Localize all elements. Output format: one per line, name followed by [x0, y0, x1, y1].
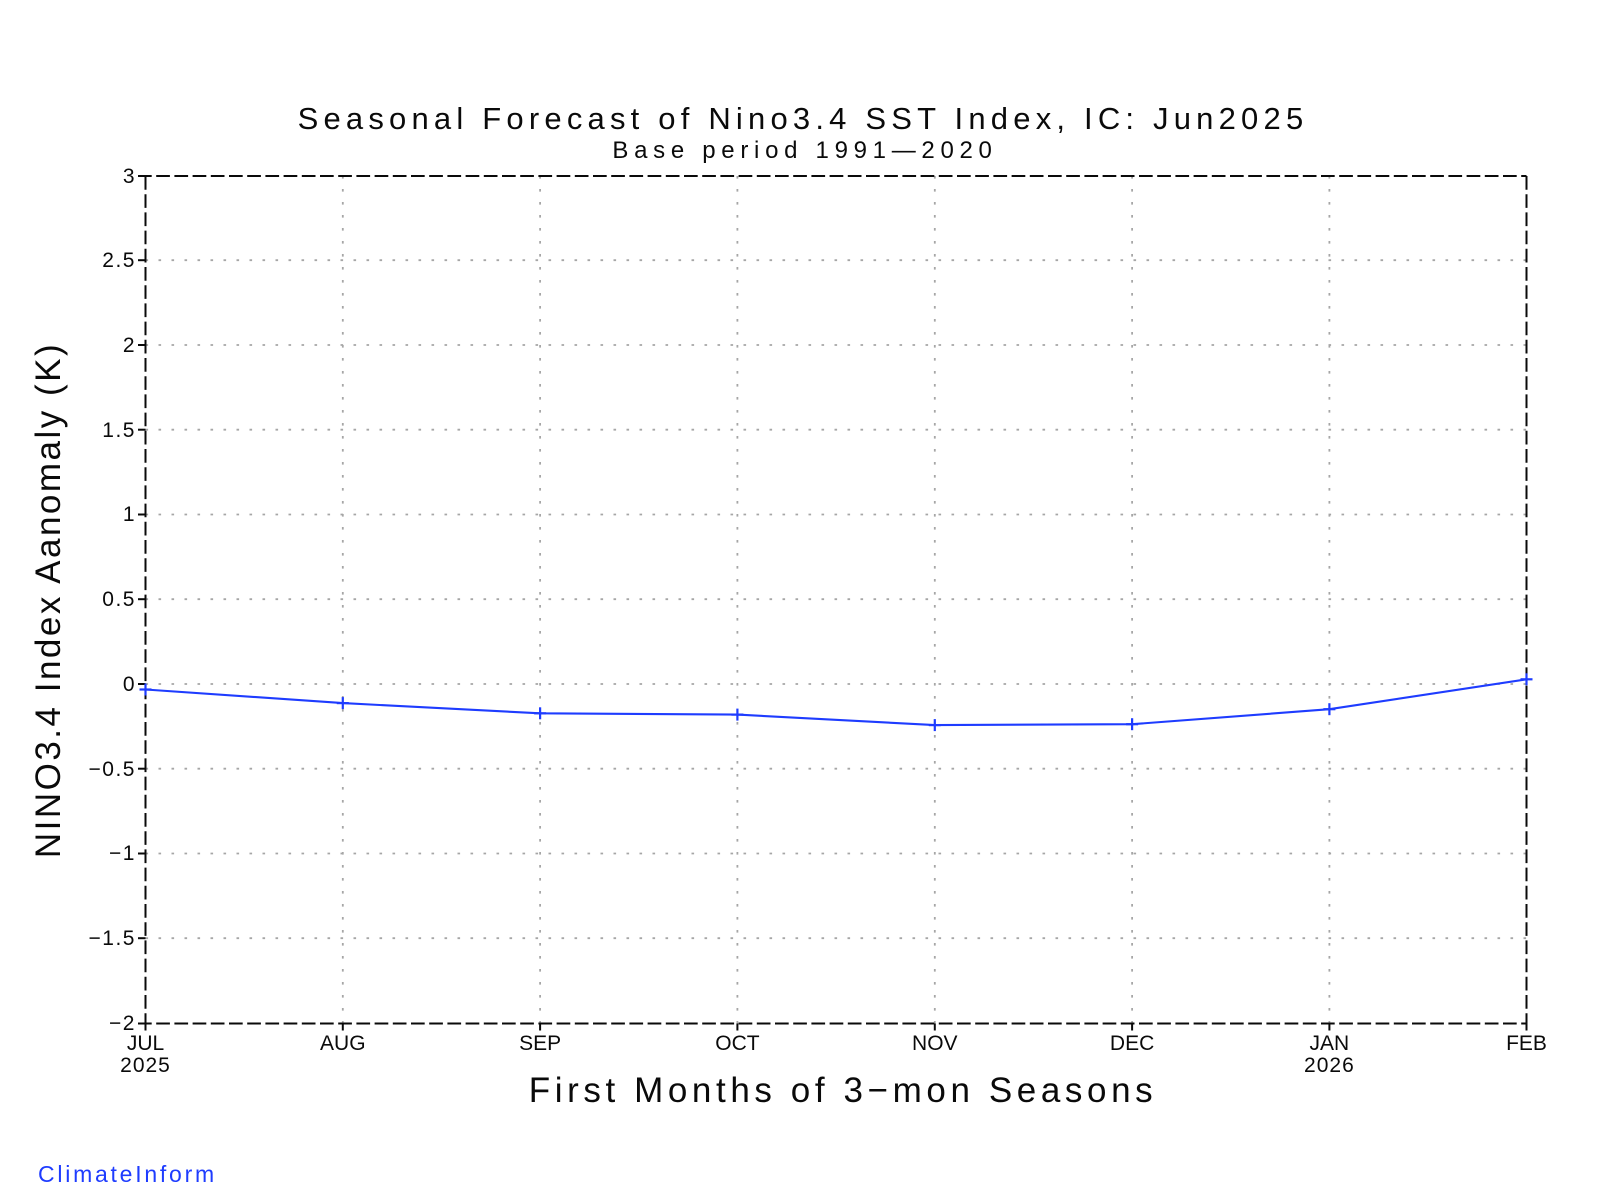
svg-text:Base period 1991—2020: Base period 1991—2020 [612, 137, 997, 164]
svg-text:2.5: 2.5 [102, 249, 136, 272]
svg-text:Seasonal Forecast of Nino3.4 S: Seasonal Forecast of Nino3.4 SST Index, … [298, 101, 1309, 136]
svg-text:FEB: FEB [1506, 1032, 1547, 1055]
svg-text:0: 0 [123, 673, 136, 696]
svg-text:2025: 2025 [120, 1054, 171, 1077]
svg-text:NINO3.4 Index Aanomaly (K): NINO3.4 Index Aanomaly (K) [29, 342, 68, 858]
svg-text:SEP: SEP [519, 1032, 561, 1055]
svg-text:−2: −2 [109, 1012, 136, 1035]
svg-text:1: 1 [123, 503, 136, 526]
svg-text:0.5: 0.5 [102, 588, 136, 611]
svg-text:1.5: 1.5 [102, 419, 136, 442]
svg-text:OCT: OCT [715, 1032, 760, 1055]
svg-text:2026: 2026 [1304, 1054, 1355, 1077]
svg-text:ClimateInform: ClimateInform [38, 1161, 217, 1187]
svg-text:−1: −1 [109, 842, 136, 865]
svg-text:DEC: DEC [1110, 1032, 1154, 1055]
svg-text:First Months of 3−mon Seasons: First Months of 3−mon Seasons [529, 1071, 1158, 1110]
svg-text:NOV: NOV [912, 1032, 958, 1055]
svg-text:AUG: AUG [320, 1032, 366, 1055]
svg-text:−1.5: −1.5 [89, 927, 136, 950]
svg-text:−0.5: −0.5 [89, 758, 136, 781]
svg-text:2: 2 [123, 334, 136, 357]
svg-text:JAN: JAN [1310, 1032, 1350, 1055]
svg-text:3: 3 [123, 165, 136, 188]
svg-text:JUL: JUL [127, 1032, 164, 1055]
